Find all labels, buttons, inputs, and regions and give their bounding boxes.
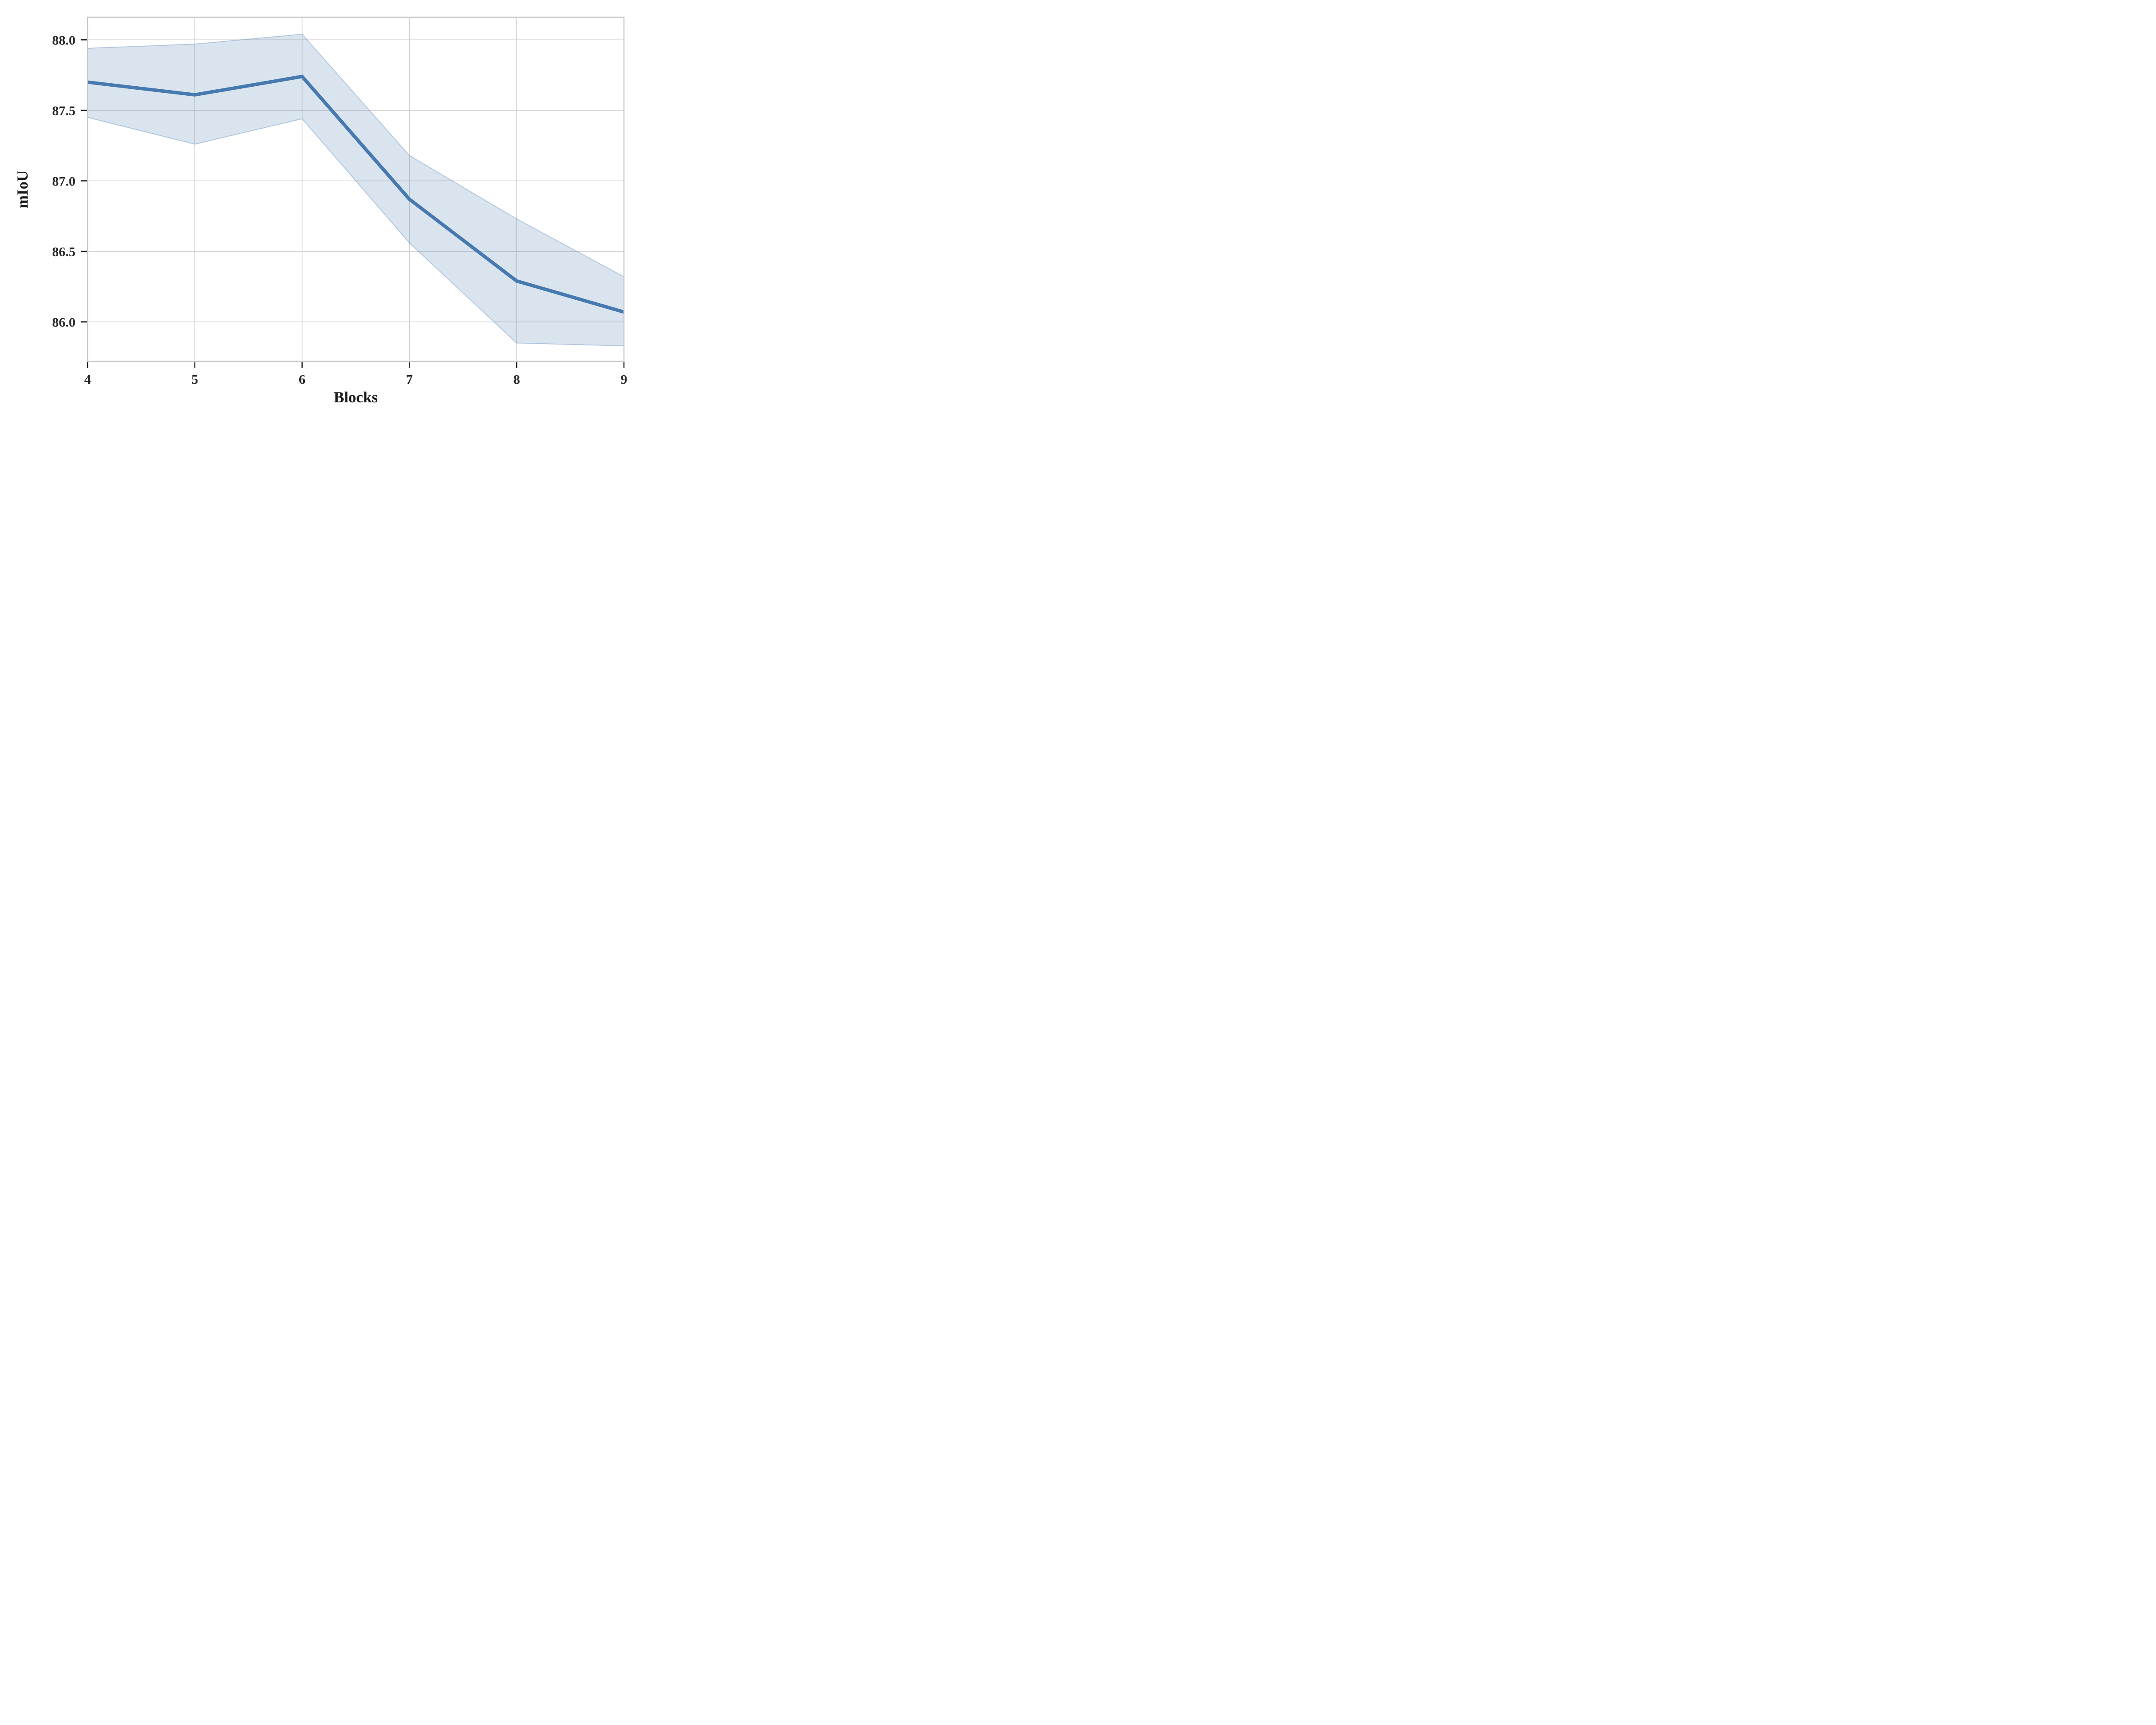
confidence-band-lower-edge	[87, 117, 624, 347]
x-axis-label: Blocks	[333, 389, 378, 406]
y-axis-label: mIoU	[14, 170, 31, 208]
plot-border	[87, 16, 625, 362]
confidence-band-upper-edge	[87, 34, 624, 277]
confidence-band	[88, 34, 624, 346]
x-tick-label: 8	[513, 372, 520, 387]
line-chart: 4 5 6 7 8 9 86.0 86.5 87.0 87.5 88.0	[52, 16, 627, 387]
y-tick-label: 86.0	[52, 314, 75, 329]
figure: 4 5 6 7 8 9 86.0 86.5 87.0 87.5 88.0 Blocks mIoU	[0, 0, 647, 431]
x-tick-label: 5	[191, 372, 198, 387]
x-tick-label: 7	[406, 372, 413, 387]
mean-line	[87, 75, 625, 314]
x-tick-label: 9	[620, 372, 627, 387]
y-tick-label: 87.5	[52, 103, 75, 118]
x-tick-label: 6	[299, 372, 306, 387]
y-tick-label: 87.0	[52, 173, 75, 188]
y-tick-label: 88.0	[52, 32, 75, 47]
x-tick-label: 4	[84, 372, 91, 387]
y-tick-label: 86.5	[52, 244, 75, 259]
